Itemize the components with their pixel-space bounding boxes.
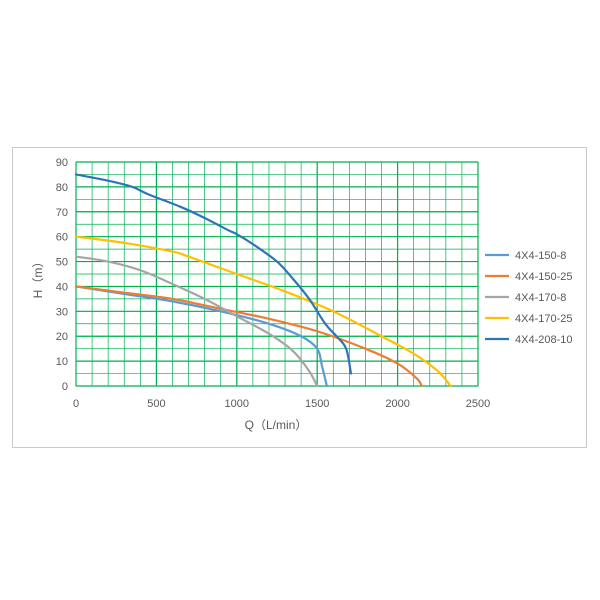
x-tick-label: 1000 — [225, 398, 249, 410]
y-tick-label: 30 — [56, 306, 68, 318]
legend-label: 4X4-170-8 — [515, 292, 566, 304]
x-axis-title: Q（L/min） — [245, 418, 308, 432]
x-tick-label: 2500 — [466, 398, 490, 410]
major-gridlines — [75, 161, 479, 387]
series-line-4x4-170-8 — [74, 255, 319, 388]
x-tick-label: 500 — [147, 398, 165, 410]
legend-label: 4X4-170-25 — [515, 313, 573, 325]
legend-label: 4X4-150-8 — [515, 250, 566, 262]
y-tick-label: 80 — [56, 182, 68, 194]
y-tick-label: 20 — [56, 331, 68, 343]
series-line-4x4-150-8 — [74, 285, 328, 388]
y-tick-labels: 0 10 20 30 40 50 60 70 80 90 — [56, 157, 68, 393]
y-tick-label: 10 — [56, 356, 68, 368]
x-tick-labels: 0 500 1000 1500 2000 2500 — [73, 398, 490, 410]
minor-gridlines — [75, 161, 479, 387]
series-line-4x4-208-10 — [74, 173, 353, 375]
x-tick-label: 1500 — [305, 398, 329, 410]
x-tick-label: 0 — [73, 398, 79, 410]
y-tick-label: 50 — [56, 257, 68, 269]
legend-label: 4X4-208-10 — [515, 334, 573, 346]
legend-label: 4X4-150-25 — [515, 271, 573, 283]
series-line-4x4-170-25 — [74, 235, 452, 388]
x-tick-label: 2000 — [385, 398, 409, 410]
series-lines — [74, 173, 452, 388]
y-tick-label: 40 — [56, 281, 68, 293]
y-tick-label: 70 — [56, 207, 68, 219]
y-tick-label: 0 — [62, 381, 68, 393]
y-axis-title: H（m） — [31, 256, 45, 299]
series-line-4x4-150-25 — [74, 285, 423, 388]
y-tick-label: 90 — [56, 157, 68, 169]
y-tick-label: 60 — [56, 232, 68, 244]
legend: 4X4-150-8 4X4-150-25 4X4-170-8 4X4-170-25 4X… — [485, 250, 573, 346]
